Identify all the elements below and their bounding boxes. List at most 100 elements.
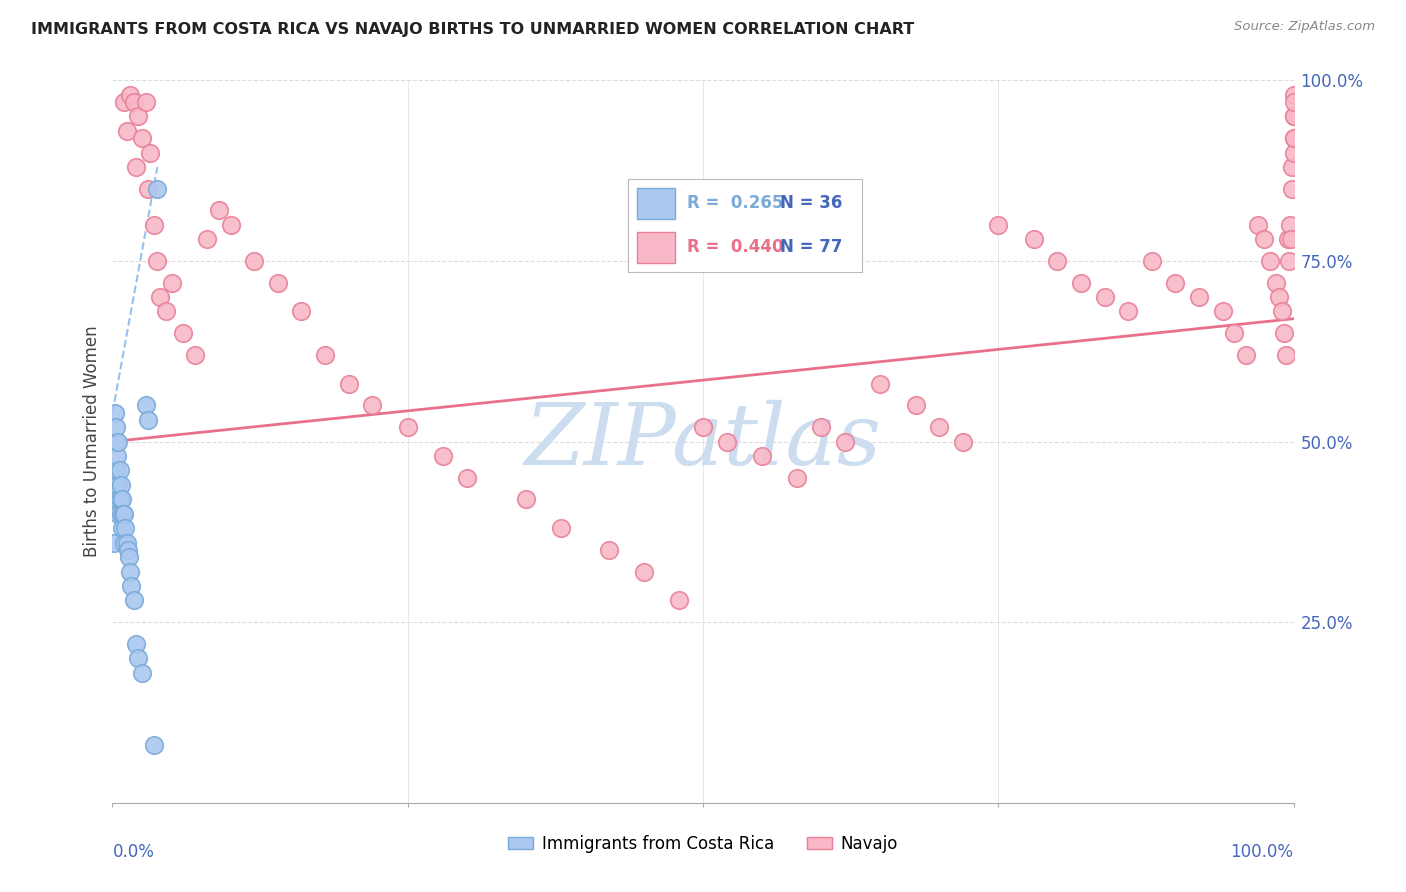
Text: Source: ZipAtlas.com: Source: ZipAtlas.com [1234,20,1375,33]
Legend: Immigrants from Costa Rica, Navajo: Immigrants from Costa Rica, Navajo [502,828,904,860]
Point [160,276,183,290]
Point [1258,253,1281,268]
Point [987,218,1010,232]
Point [111,521,134,535]
Point [105,420,128,434]
Point [127,110,149,124]
Point [633,565,655,579]
Point [456,470,478,484]
Point [136,413,159,427]
Point [1281,160,1303,174]
Point [1279,232,1302,246]
Point [117,542,139,557]
Point [598,542,620,557]
Point [107,434,129,449]
Point [314,348,336,362]
Point [115,535,138,549]
Point [1188,290,1211,304]
Text: 0.0%: 0.0% [112,843,155,861]
Point [751,449,773,463]
Point [1234,348,1257,362]
Point [1212,304,1234,318]
Point [396,420,419,434]
Point [1277,232,1299,246]
Point [1264,276,1286,290]
Point [290,304,312,318]
Point [120,579,142,593]
Point [127,651,149,665]
Point [1022,232,1045,246]
Point [105,449,128,463]
Point [550,521,572,535]
Point [105,492,128,507]
Point [1268,290,1291,304]
Point [1271,304,1294,318]
Point [1253,232,1275,246]
Point [103,535,125,549]
Point [195,232,218,246]
Point [105,478,128,492]
Point [716,434,738,449]
Point [1070,276,1092,290]
Point [110,478,132,492]
Point [267,276,290,290]
Point [146,182,169,196]
Point [135,95,157,109]
Point [1116,304,1139,318]
Point [1282,131,1305,145]
Text: IMMIGRANTS FROM COSTA RICA VS NAVAJO BIRTHS TO UNMARRIED WOMEN CORRELATION CHART: IMMIGRANTS FROM COSTA RICA VS NAVAJO BIR… [31,22,914,37]
Point [668,593,690,607]
Point [112,535,135,549]
Point [1281,182,1303,196]
Point [107,478,129,492]
Point [1282,95,1305,109]
Point [1094,290,1116,304]
Point [108,463,131,477]
Point [904,398,927,412]
Point [103,492,125,507]
Point [1278,218,1301,232]
Point [131,665,153,680]
Point [125,637,148,651]
Point [1164,276,1187,290]
Point [142,218,165,232]
Point [104,463,127,477]
Point [869,376,891,391]
Point [122,593,145,607]
Point [952,434,974,449]
Point [1278,253,1301,268]
Point [107,507,129,521]
Point [120,565,142,579]
Point [112,507,135,521]
Point [208,203,231,218]
Text: R =  0.440: R = 0.440 [686,238,783,256]
Point [112,95,135,109]
Point [1046,253,1069,268]
Point [135,398,157,412]
Point [112,507,135,521]
Point [1282,87,1305,102]
Point [110,507,132,521]
Point [111,492,134,507]
Point [184,348,207,362]
Point [834,434,856,449]
Point [104,434,127,449]
Point [120,87,142,102]
Y-axis label: Births to Unmarried Women: Births to Unmarried Women [83,326,101,558]
Point [1223,326,1246,340]
Point [131,131,153,145]
Point [155,304,177,318]
Point [1140,253,1163,268]
Point [219,218,242,232]
Point [114,521,136,535]
Point [928,420,950,434]
Text: 100.0%: 100.0% [1230,843,1294,861]
Point [139,145,162,160]
Point [515,492,537,507]
Text: R =  0.265: R = 0.265 [686,194,783,212]
FancyBboxPatch shape [637,188,675,219]
Point [122,95,145,109]
Point [1275,348,1298,362]
Text: N = 77: N = 77 [780,238,842,256]
Point [172,326,194,340]
